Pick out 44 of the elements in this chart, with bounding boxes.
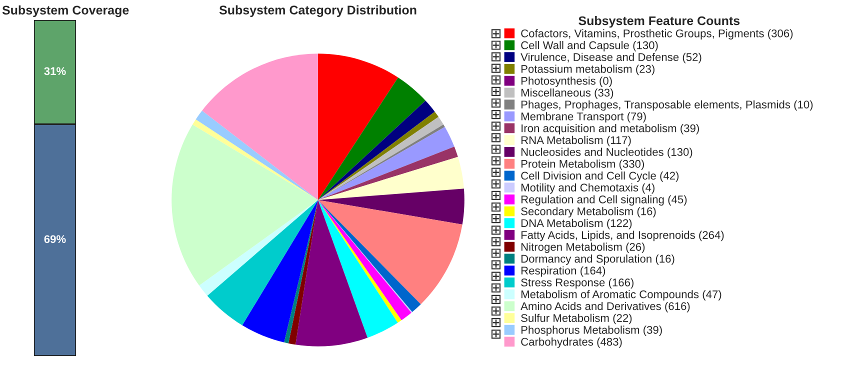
chart-title: Subsystem Category Distribution (219, 5, 416, 17)
legend-label: Membrane Transport (79) (521, 112, 646, 123)
legend-label: Dormancy and Sporulation (16) (521, 254, 674, 265)
chart-title: Subsystem Coverage (2, 5, 129, 18)
pie-slice (202, 54, 318, 200)
pie-slice (318, 77, 426, 200)
pie-slice (207, 200, 318, 326)
legend-label: Cell Division and Cell Cycle (42) (521, 171, 679, 182)
legend-label: Protein Metabolism (330) (521, 160, 644, 170)
legend-label: Nitrogen Metabolism (26) (521, 242, 645, 254)
legend-label: Phosphorus Metabolism (39) (521, 326, 662, 336)
legend-label: Regulation and Cell signaling (45) (521, 195, 687, 206)
legend-label: Secondary Metabolism (16) (521, 207, 656, 218)
data-label: 69% (44, 235, 66, 244)
pie-slice (172, 124, 318, 286)
legend-label: Metabolism of Aromatic Compounds (47) (521, 290, 722, 300)
pie-slice (318, 200, 462, 304)
legend-label: Amino Acids and Derivatives (616) (520, 302, 690, 312)
pie-slice (242, 200, 318, 342)
legend-title: Subsystem Feature Counts (578, 16, 740, 28)
legend-label: Sulfur Metabolism (22) (521, 314, 632, 324)
legend-label: Motility and Chemotaxis (4) (521, 183, 654, 194)
legend-label: Potassium metabolism (23) (521, 64, 654, 76)
legend-label: Iron acquisition and metabolism (39) (522, 124, 699, 134)
pie-slice (199, 200, 318, 296)
pie-slice (318, 188, 464, 224)
data-label: 31% (44, 67, 66, 76)
legend-label: Phages, Prophages, Transposable elements, Plasmids (10) (521, 100, 813, 111)
pie-slice (318, 146, 458, 200)
legend-label: Stress Response (166) (521, 278, 634, 289)
legend-label: Miscellaneous (33) (521, 88, 614, 99)
pie-slice (296, 200, 368, 346)
legend-label: DNA Metabolism (122) (521, 218, 632, 230)
legend-label: Cell Wall and Capsule (130) (521, 41, 658, 52)
pie-slice (318, 54, 398, 200)
legend-label: Nucleosides and Nucleotides (130) (521, 148, 692, 158)
legend-label: RNA Metabolism (117) (521, 136, 631, 146)
legend-label: Cofactors, Vitamins, Prosthetic Groups, Pigments (306) (521, 29, 793, 40)
legend-label: Respiration (164) (521, 266, 606, 277)
legend-label: Fatty Acids, Lipids, and Isoprenoids (264) (521, 230, 724, 242)
legend-label: Photosynthesis (0) (521, 76, 612, 87)
pie-slice (318, 156, 464, 200)
legend-label: Carbohydrates (483) (521, 338, 622, 348)
legend-label: Virulence, Disease and Defense (52) (520, 52, 702, 64)
